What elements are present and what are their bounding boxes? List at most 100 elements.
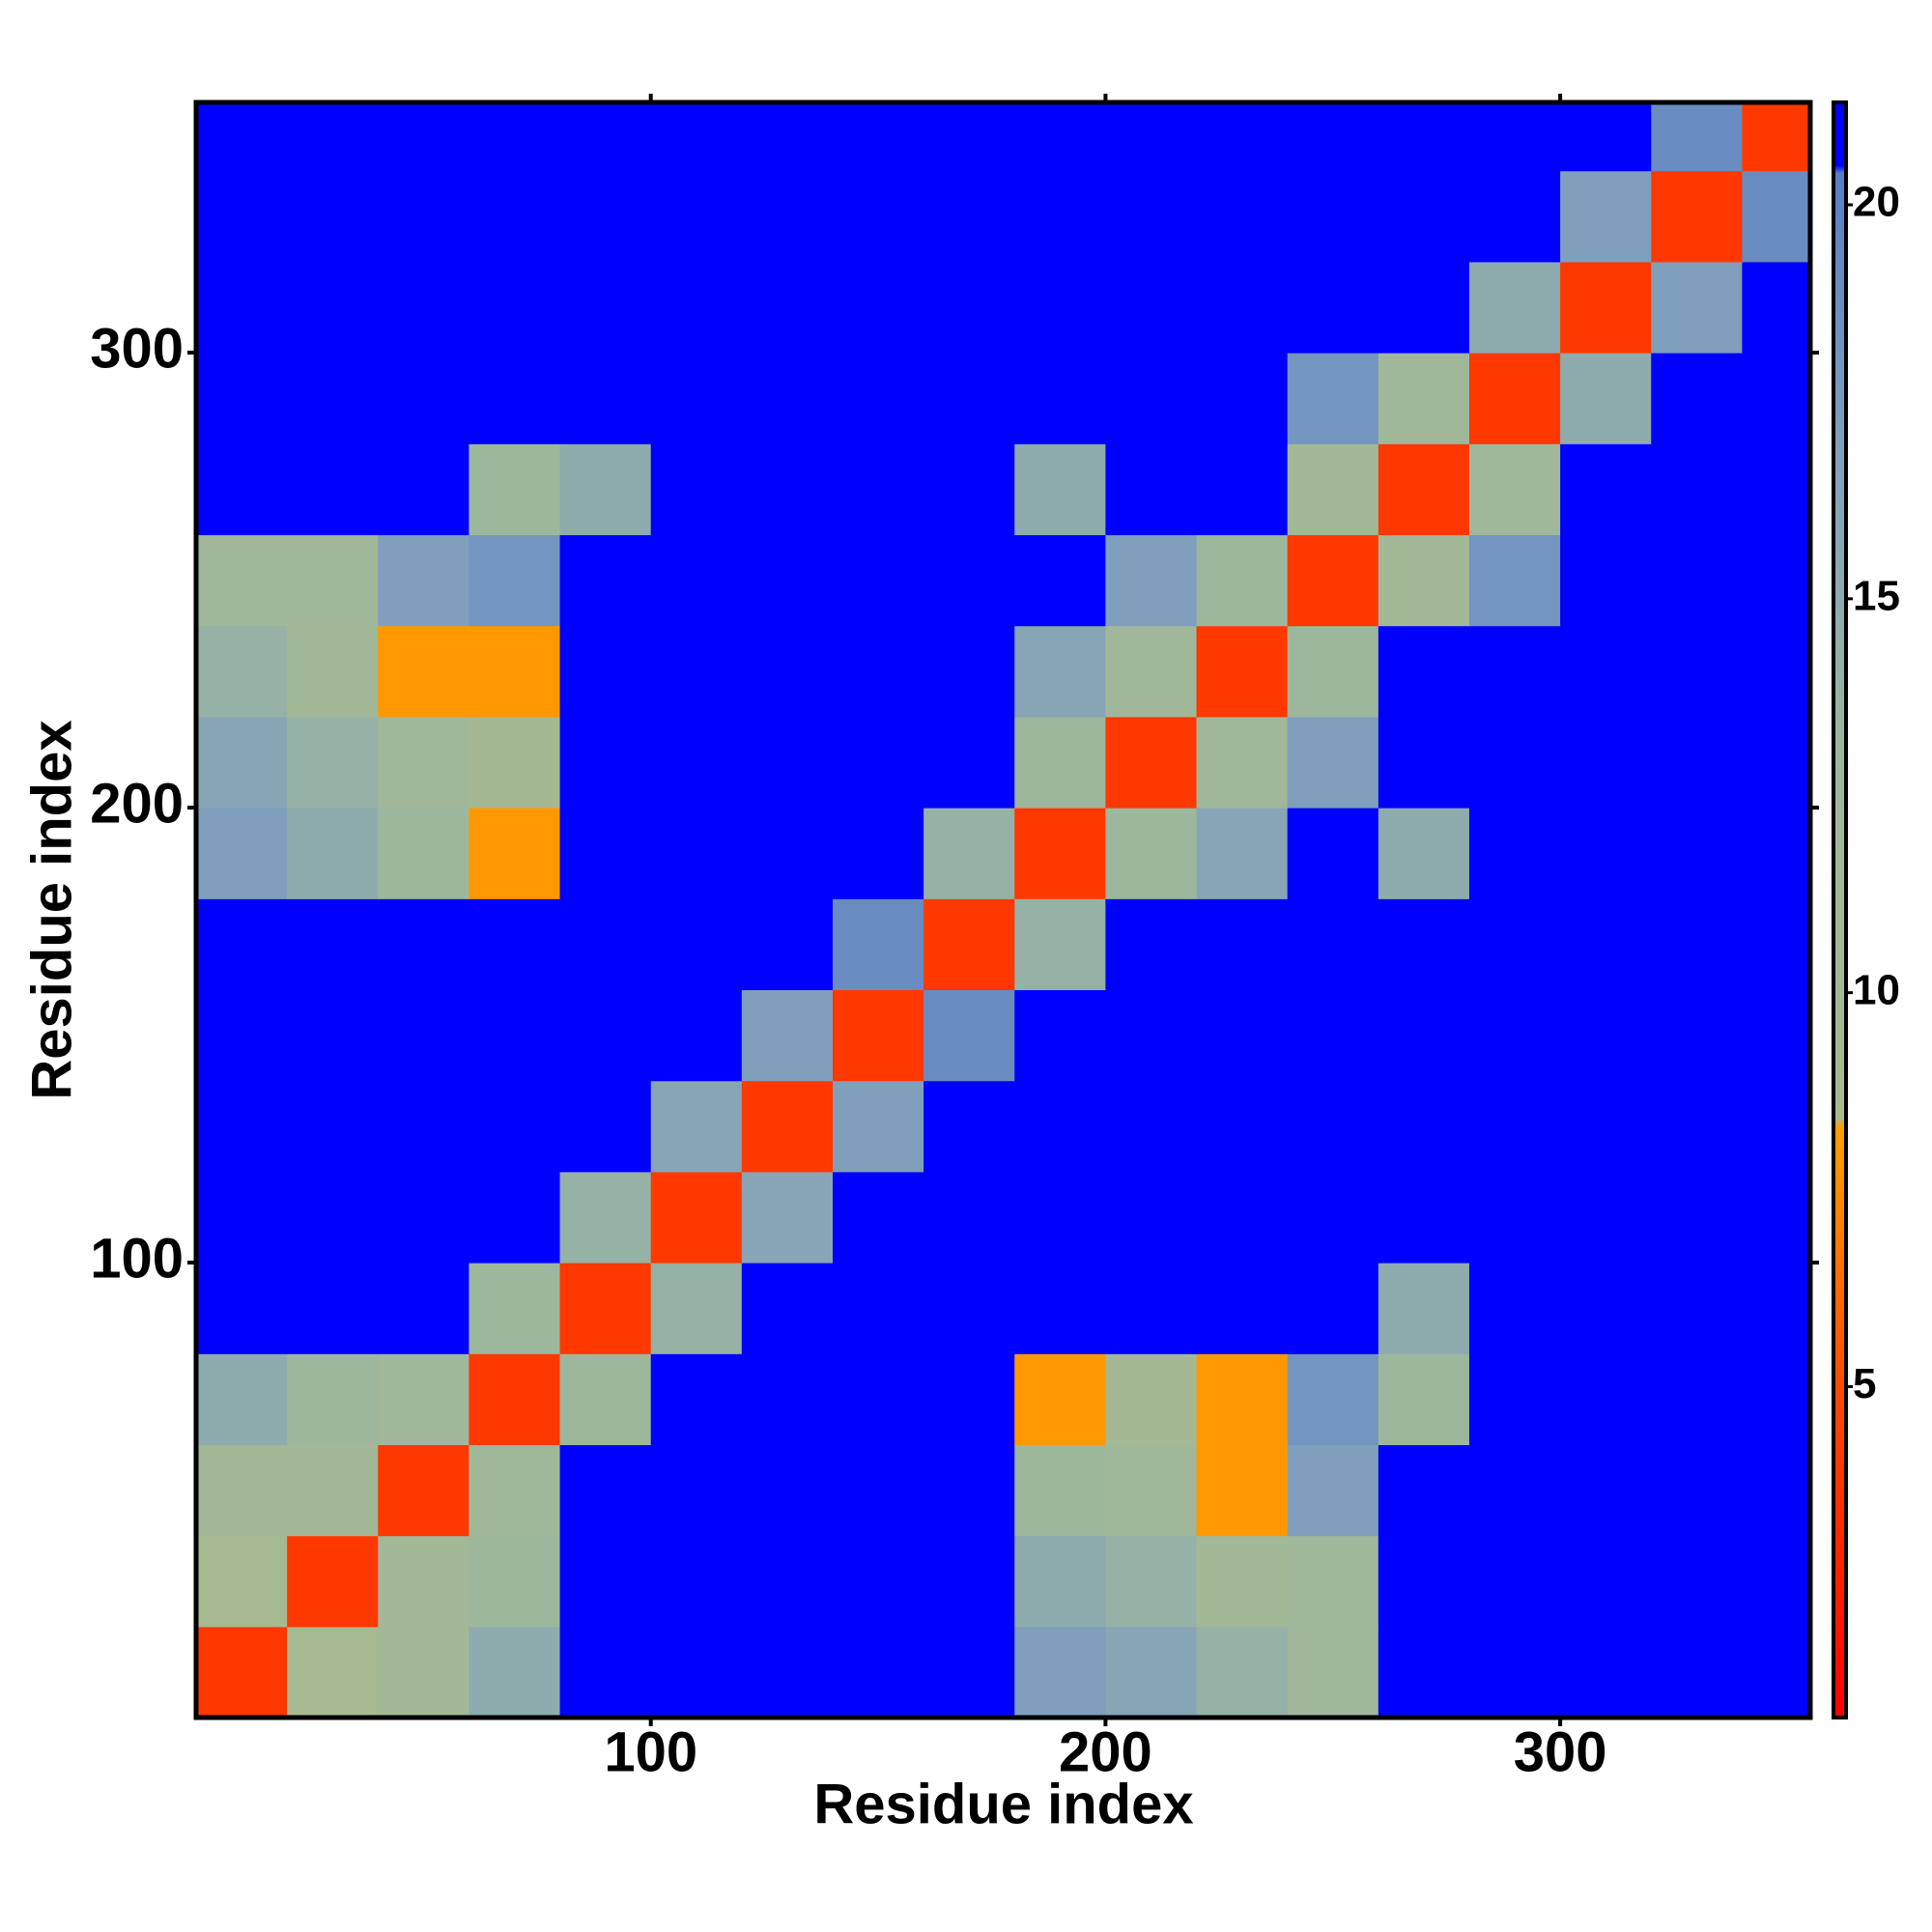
heatmap-cell <box>1105 353 1198 444</box>
heatmap-cell <box>378 989 470 1082</box>
heatmap-cell <box>1560 261 1652 354</box>
heatmap-cell <box>378 625 470 718</box>
heatmap-cell <box>1378 1353 1470 1446</box>
heatmap-cell <box>1742 808 1811 899</box>
x-tick-label: 100 <box>604 1720 697 1783</box>
heatmap-cell <box>1287 1080 1379 1173</box>
heatmap-cell <box>1378 102 1470 172</box>
heatmap-cell <box>378 716 470 809</box>
heatmap-cell <box>287 1353 379 1446</box>
heatmap-cell <box>832 716 924 809</box>
heatmap-cell <box>1651 1171 1743 1264</box>
heatmap-cell <box>469 353 561 444</box>
heatmap-cell <box>832 353 924 444</box>
heatmap-cell <box>1196 534 1289 627</box>
heatmap-cell <box>469 716 561 809</box>
heatmap-cell <box>1105 716 1198 809</box>
heatmap-cell <box>741 1626 834 1719</box>
heatmap-cell <box>1196 443 1289 536</box>
heatmap-cell <box>378 170 470 263</box>
plot-frame <box>193 99 1813 1720</box>
heatmap-cell <box>1560 534 1652 627</box>
heatmap-cell <box>196 989 288 1082</box>
heatmap-cell <box>1287 808 1379 899</box>
heatmap-cell <box>1014 1263 1107 1354</box>
heatmap-cell <box>923 1263 1015 1354</box>
heatmap-cell <box>1378 1626 1470 1719</box>
heatmap-cell <box>287 353 379 444</box>
heatmap-cell <box>1742 1626 1811 1719</box>
heatmap-cell <box>923 1171 1015 1264</box>
heatmap-cell <box>650 989 743 1082</box>
heatmap-cell <box>196 1263 288 1354</box>
heatmap-cell <box>559 625 652 718</box>
heatmap-cell <box>1196 261 1289 354</box>
heatmap-cell <box>1105 1626 1198 1719</box>
heatmap-cell <box>1287 534 1379 627</box>
heatmap-cell <box>1378 716 1470 809</box>
heatmap-cell <box>1560 170 1652 263</box>
heatmap-cell <box>1468 625 1561 718</box>
heatmap-cell <box>1560 1171 1652 1264</box>
heatmap-cell <box>559 1444 652 1537</box>
heatmap-cell <box>1651 808 1743 899</box>
heatmap-cell <box>923 808 1015 899</box>
heatmap-cell <box>469 1535 561 1628</box>
heatmap-cell <box>1378 1263 1470 1354</box>
y-tick-label: 100 <box>90 1227 184 1290</box>
heatmap-cell <box>1378 261 1470 354</box>
heatmap-cell <box>1378 170 1470 263</box>
heatmap-cell <box>1560 716 1652 809</box>
heatmap-cell <box>1651 989 1743 1082</box>
heatmap-cell <box>1651 170 1743 263</box>
y-tick-label: 200 <box>90 772 184 835</box>
heatmap-cell <box>1378 625 1470 718</box>
heatmap-cell <box>650 534 743 627</box>
heatmap-cell <box>287 102 379 172</box>
heatmap-cell <box>1742 625 1811 718</box>
heatmap-cell <box>559 261 652 354</box>
x-axis-title: Residue index <box>813 1773 1193 1835</box>
heatmap-cell <box>1378 353 1470 444</box>
heatmap-cell <box>1468 170 1561 263</box>
heatmap-cell <box>832 989 924 1082</box>
heatmap-cell <box>832 1263 924 1354</box>
heatmap-cell <box>559 898 652 991</box>
heatmap-cell <box>741 989 834 1082</box>
heatmap-cell <box>378 353 470 444</box>
heatmap-cell <box>1014 808 1107 899</box>
heatmap-cell <box>1468 1353 1561 1446</box>
heatmap-cell <box>1105 1080 1198 1173</box>
heatmap-cell <box>1742 989 1811 1082</box>
heatmap-cell <box>1742 261 1811 354</box>
heatmap-cell <box>1742 170 1811 263</box>
colorbar-tick-label: 10 <box>1853 966 1900 1013</box>
heatmap-cell <box>1014 102 1107 172</box>
heatmap-cell <box>1196 898 1289 991</box>
heatmap-cell <box>559 989 652 1082</box>
heatmap-cell <box>1560 1626 1652 1719</box>
heatmap-cell <box>378 443 470 536</box>
heatmap-cell <box>1014 1353 1107 1446</box>
heatmap-cell <box>832 1535 924 1628</box>
heatmap-cell <box>1014 1444 1107 1537</box>
heatmap-cell <box>1014 716 1107 809</box>
heatmap-cell <box>287 1080 379 1173</box>
heatmap-cell <box>1105 261 1198 354</box>
heatmap-cell <box>287 1171 379 1264</box>
heatmap-cell <box>1560 1353 1652 1446</box>
heatmap-cell <box>1196 1171 1289 1264</box>
heatmap-cell <box>1651 625 1743 718</box>
heatmap-cell <box>741 1353 834 1446</box>
heatmap-cell <box>650 716 743 809</box>
heatmap-cell <box>1468 534 1561 627</box>
colorbar-tick-label: 15 <box>1853 572 1900 619</box>
heatmap-cell <box>1378 1535 1470 1628</box>
heatmap-cell <box>1742 353 1811 444</box>
colorbar-tick-label: 5 <box>1853 1360 1876 1407</box>
heatmap-cell <box>196 808 288 899</box>
heatmap-cell <box>832 443 924 536</box>
heatmap-cell <box>1468 443 1561 536</box>
heatmap-cell <box>1651 1263 1743 1354</box>
heatmap-cell <box>741 1444 834 1537</box>
